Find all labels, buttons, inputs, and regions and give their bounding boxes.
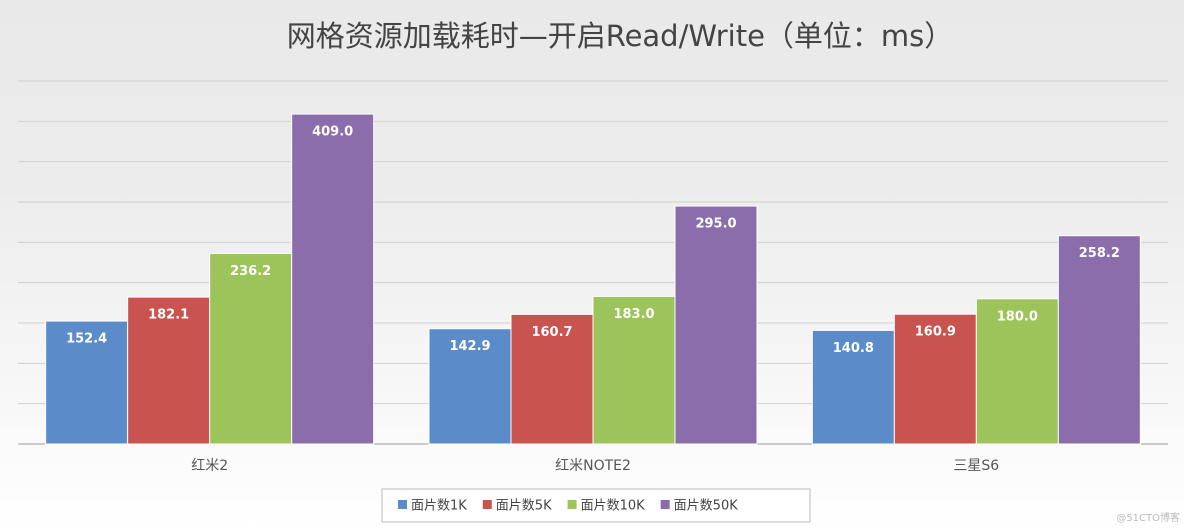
value-label: 295.0: [695, 217, 736, 232]
legend-box: [381, 488, 811, 523]
bar: [45, 320, 129, 445]
bar: [674, 205, 758, 445]
bar: [811, 329, 895, 445]
legend-label: 面片数5K: [496, 499, 552, 514]
value-label: 160.9: [915, 325, 956, 340]
x-tick-label: 红米2: [191, 458, 228, 474]
bar: [893, 313, 977, 445]
bar: [510, 313, 594, 445]
value-label: 258.2: [1079, 246, 1120, 261]
chart-title: 网格资源加载耗时—开启Read/Write（单位：ms）: [287, 19, 954, 53]
x-tick-label: 红米NOTE2: [555, 458, 631, 474]
legend-swatch: [398, 500, 407, 509]
bar: [291, 113, 375, 445]
value-label: 182.1: [148, 308, 189, 323]
legend-swatch: [660, 500, 670, 509]
value-label: 180.0: [997, 309, 1038, 324]
value-label: 140.8: [833, 341, 874, 356]
legend-swatch: [567, 500, 577, 509]
legend-label: 面片数50K: [674, 499, 739, 514]
bar: [975, 298, 1059, 445]
value-label: 152.4: [66, 332, 107, 347]
bar: [592, 295, 676, 445]
legend-label: 面片数1K: [411, 499, 467, 514]
value-label: 409.0: [312, 125, 353, 140]
legend-label: 面片数10K: [581, 499, 646, 514]
legend-swatch: [482, 500, 492, 509]
value-label: 142.9: [449, 339, 490, 354]
watermark: @51CTO博客: [1116, 511, 1180, 524]
value-label: 183.0: [613, 307, 654, 322]
bar: [1057, 235, 1141, 445]
x-tick-label: 三星S6: [953, 458, 999, 474]
value-label: 236.2: [230, 264, 271, 279]
value-label: 160.7: [531, 325, 572, 340]
bar: [127, 296, 211, 445]
bar: [428, 328, 512, 445]
bar: [209, 252, 293, 445]
